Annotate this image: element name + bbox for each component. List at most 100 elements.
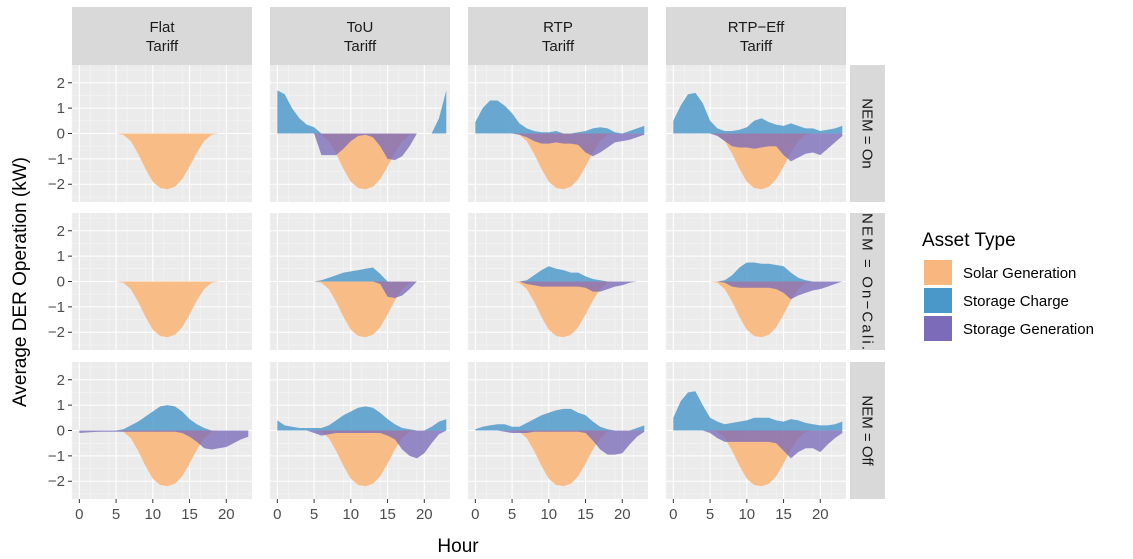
strip-background xyxy=(468,7,648,65)
solar-generation-area xyxy=(79,281,249,338)
x-tick-label: 15 xyxy=(775,506,792,523)
x-tick-label: 5 xyxy=(706,506,714,523)
panel-areas xyxy=(277,267,447,338)
row-strip-1: NEM = On xyxy=(850,65,885,202)
panel-r1-c1 xyxy=(71,65,252,202)
y-tick-label: 1 xyxy=(57,397,65,414)
x-tick-label: 15 xyxy=(379,506,396,523)
panel-r2-c4 xyxy=(665,213,846,350)
column-strip-label: Tariff xyxy=(740,38,773,55)
storage-charge-area xyxy=(277,406,447,431)
y-tick-label: −2 xyxy=(48,473,65,490)
storage-charge-area xyxy=(475,408,645,431)
x-tick-label: 0 xyxy=(471,506,479,523)
panel-r3-c4 xyxy=(665,362,846,499)
x-tick-label: 10 xyxy=(144,506,161,523)
storage-charge-area xyxy=(673,92,843,134)
panel-areas xyxy=(79,133,249,190)
row-strip-label: NEM = Off xyxy=(859,395,876,466)
solar-generation-area xyxy=(673,133,843,190)
strips-layer: Flat Tariff ToU Tariff RTP Tariff RTP−Eff Tarif… xyxy=(72,7,885,499)
y-tick-label: −1 xyxy=(48,448,65,465)
panel-areas xyxy=(475,266,645,338)
x-tick-label: 10 xyxy=(738,506,755,523)
panel-r1-c3 xyxy=(467,65,648,202)
legend-label-solar: Solar Generation xyxy=(963,265,1076,282)
solar-generation-area xyxy=(673,281,843,338)
row-strip-2: NEM = On−Cali. xyxy=(850,213,885,350)
strip-background xyxy=(270,7,450,65)
strip-background xyxy=(850,362,885,499)
column-strip-3: RTP Tariff xyxy=(468,7,648,65)
panel-areas xyxy=(673,92,843,190)
x-tick-label: 5 xyxy=(112,506,120,523)
storage-generation-area xyxy=(673,281,843,300)
solar-generation-area xyxy=(673,430,843,487)
strip-background xyxy=(666,7,846,65)
panel-r1-c4 xyxy=(665,65,846,202)
storage-charge-area xyxy=(475,266,645,282)
x-tick-label: 10 xyxy=(342,506,359,523)
storage-charge-area xyxy=(79,405,249,431)
panel-areas xyxy=(79,281,249,338)
panel-areas xyxy=(475,100,645,190)
solar-generation-area xyxy=(475,430,645,487)
storage-generation-area xyxy=(475,133,645,157)
solar-generation-area xyxy=(475,281,645,338)
y-tick-label: 0 xyxy=(57,423,65,440)
x-tick-label: 0 xyxy=(75,506,83,523)
storage-generation-area xyxy=(277,133,447,161)
legend-label-storage-charge: Storage Charge xyxy=(963,293,1069,310)
row-strip-label: NEM = On−Cali. xyxy=(859,213,876,350)
legend-title: Asset Type xyxy=(922,230,1016,251)
storage-generation-area xyxy=(673,133,843,162)
column-strip-label: Tariff xyxy=(542,38,575,55)
panel-r1-c2 xyxy=(269,65,450,202)
y-tick-label: −2 xyxy=(48,176,65,193)
column-strip-4: RTP−Eff Tariff xyxy=(666,7,846,65)
x-tick-label: 5 xyxy=(508,506,516,523)
storage-generation-area xyxy=(79,430,249,450)
solar-generation-area xyxy=(475,133,645,190)
legend-label-storage-generation: Storage Generation xyxy=(963,321,1094,338)
storage-generation-area xyxy=(673,430,843,459)
panel-areas xyxy=(277,406,447,487)
y-tick-label: 1 xyxy=(57,100,65,117)
panel-areas xyxy=(277,90,447,190)
legend: Asset Type Solar Generation Storage Char… xyxy=(922,230,1094,341)
panel-areas xyxy=(475,408,645,487)
strip-background xyxy=(850,65,885,202)
panel-areas xyxy=(673,262,843,338)
x-tick-label: 15 xyxy=(181,506,198,523)
column-strip-label: RTP xyxy=(543,19,573,36)
legend-swatch-storage-charge xyxy=(924,288,952,313)
column-strip-1: Flat Tariff xyxy=(72,7,252,65)
y-tick-label: 1 xyxy=(57,248,65,265)
x-tick-label: 15 xyxy=(577,506,594,523)
panel-r3-c2 xyxy=(269,362,450,499)
panel-r2-c3 xyxy=(467,213,648,350)
x-tick-label: 0 xyxy=(273,506,281,523)
strip-background xyxy=(850,213,885,350)
panel-areas xyxy=(79,405,249,487)
panel-r3-c1 xyxy=(71,362,252,499)
y-tick-label: 2 xyxy=(57,75,65,92)
panel-r3-c3 xyxy=(467,362,648,499)
solar-generation-area xyxy=(277,430,447,487)
row-strip-3: NEM = Off xyxy=(850,362,885,499)
y-tick-label: 0 xyxy=(57,126,65,143)
row-strip-label: NEM = On xyxy=(859,98,876,168)
y-axis-title: Average DER Operation (kW) xyxy=(10,157,31,407)
panels-layer xyxy=(71,65,846,499)
panel-r2-c2 xyxy=(269,213,450,350)
x-axis-title: Hour xyxy=(437,536,479,557)
x-tick-label: 20 xyxy=(416,506,433,523)
storage-charge-area xyxy=(475,100,645,134)
y-tick-label: −1 xyxy=(48,299,65,316)
x-tick-label: 10 xyxy=(540,506,557,523)
column-strip-label: Tariff xyxy=(146,38,179,55)
column-strip-label: RTP−Eff xyxy=(728,19,785,36)
panel-areas xyxy=(673,391,843,487)
